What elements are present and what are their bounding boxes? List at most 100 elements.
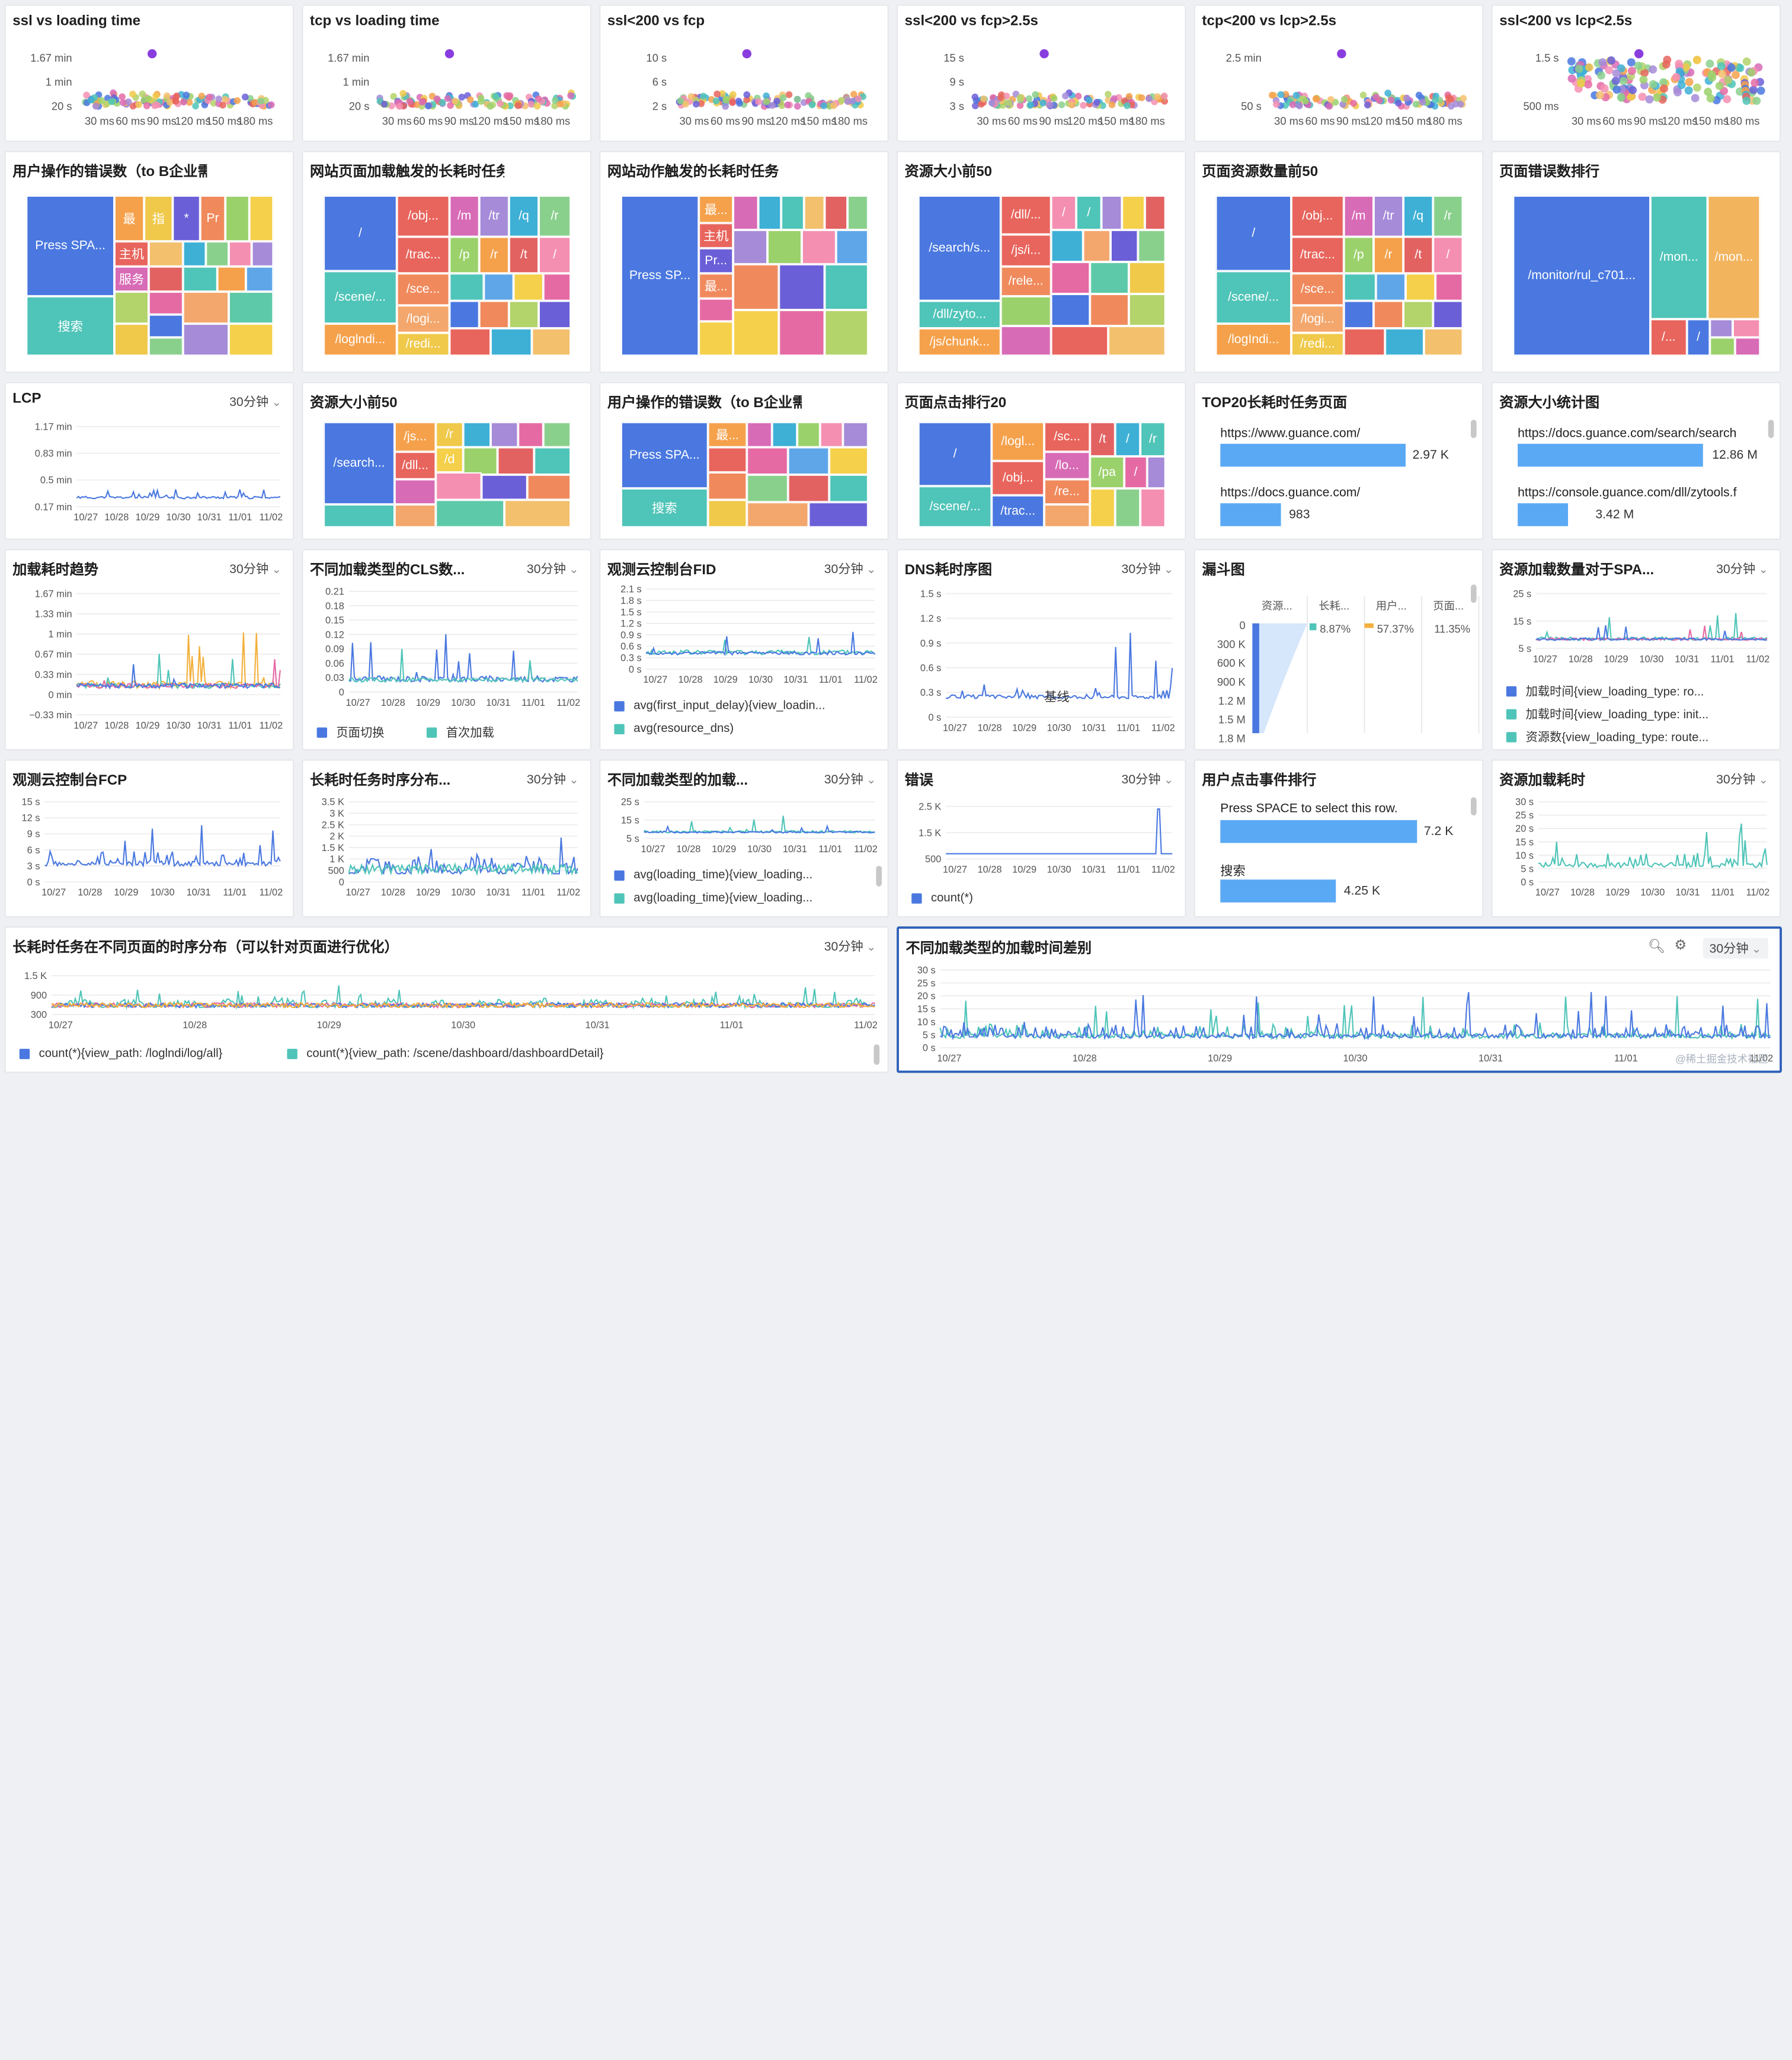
treemap-cell[interactable] bbox=[394, 479, 436, 505]
treemap[interactable]: / /scene/... /logl... /obj... /trac... /… bbox=[918, 422, 1166, 527]
treemap-card-6[interactable]: 页面错误数排行 /monitor/rul_c701... /mon... /mo… bbox=[1491, 151, 1781, 373]
treemap-cell[interactable]: /tr bbox=[1373, 196, 1404, 237]
treemap-cell[interactable]: / bbox=[1433, 236, 1463, 274]
treemap-cell[interactable] bbox=[1373, 300, 1404, 328]
treemap-cell[interactable]: 最... bbox=[699, 273, 734, 299]
treemap-cell[interactable]: / bbox=[539, 236, 571, 274]
treemap-cell[interactable]: /p bbox=[1343, 236, 1374, 274]
treemap-cell[interactable]: /redi... bbox=[1291, 332, 1344, 356]
treemap-cell[interactable] bbox=[497, 447, 535, 475]
treemap-cell[interactable] bbox=[801, 229, 836, 264]
treemap-cell[interactable] bbox=[733, 229, 768, 264]
treemap-cell[interactable] bbox=[225, 196, 249, 242]
legend-item[interactable]: 加载时间{view_loading_type: ro... bbox=[1506, 683, 1704, 700]
treemap[interactable]: / /scene/... /loglndi... /obj... /trac..… bbox=[324, 196, 571, 356]
treemap-cell[interactable] bbox=[1343, 328, 1385, 356]
treemap-cell[interactable]: /lo... bbox=[1044, 452, 1090, 479]
treemap-cell[interactable]: /r bbox=[1373, 236, 1404, 274]
treemap-cell[interactable] bbox=[1128, 294, 1166, 327]
funnel-card[interactable]: 漏斗图 0 300 K 600 K 900 K 1.2 M 1.5 M 1.8 M 资源...… bbox=[1193, 549, 1484, 751]
treemap-cell[interactable]: /obj... bbox=[1291, 196, 1344, 237]
long-task-card[interactable]: 长耗时任务时序分布... 30分钟 3.5 K3 K2.5 K2 K1.5 K1… bbox=[302, 759, 591, 917]
treemap-cell[interactable]: /t bbox=[1403, 236, 1433, 274]
treemap-cell[interactable]: 主机 bbox=[114, 241, 149, 267]
treemap-cell[interactable] bbox=[1433, 300, 1463, 328]
treemap-cell[interactable] bbox=[1111, 229, 1138, 262]
dns-card[interactable]: DNS耗时序图 30分钟 1.5 s 1.2 s 0.9 s 0.6 s 0.3 s 0 … bbox=[897, 549, 1186, 751]
treemap-cell[interactable]: /trac... bbox=[396, 236, 450, 274]
treemap-cell[interactable]: / bbox=[1687, 319, 1710, 356]
treemap-cell[interactable] bbox=[518, 422, 543, 447]
treemap-cell[interactable] bbox=[1732, 319, 1761, 338]
treemap-cell[interactable]: 服务 bbox=[114, 266, 149, 292]
treemap-cell[interactable] bbox=[1140, 488, 1166, 527]
treemap-cell[interactable]: /r bbox=[1140, 422, 1166, 457]
legend-item[interactable]: avg(loading_time){view_loading... bbox=[614, 891, 812, 905]
treemap-cell[interactable]: /logi... bbox=[1291, 305, 1344, 333]
treemap-cell[interactable] bbox=[708, 472, 747, 500]
treemap-cell[interactable] bbox=[1405, 273, 1436, 301]
zoom-icon[interactable]: 🔍︎ bbox=[1648, 938, 1666, 954]
bar[interactable] bbox=[1518, 503, 1568, 526]
treemap-cell[interactable]: /search/s... bbox=[918, 196, 1001, 301]
treemap-cell[interactable]: /logIndi... bbox=[1215, 324, 1291, 356]
long-dist-card[interactable]: 长耗时任务在不同页面的时序分布（可以针对页面进行优化） 30分钟 1.5 K 90… bbox=[4, 926, 889, 1073]
bar[interactable] bbox=[1518, 443, 1703, 467]
scrollbar[interactable] bbox=[1470, 584, 1477, 603]
treemap-cell[interactable] bbox=[539, 300, 571, 328]
treemap-cell[interactable] bbox=[804, 196, 825, 230]
treemap-cell[interactable]: Pr bbox=[200, 196, 226, 242]
treemap-cell[interactable] bbox=[490, 328, 532, 356]
treemap-cell[interactable]: /js/i... bbox=[1000, 234, 1051, 267]
treemap-card-1[interactable]: 用户操作的错误数（to B企业需要... Press SPA... 搜索 最 指… bbox=[4, 151, 295, 373]
treemap-cell[interactable] bbox=[820, 422, 843, 447]
treemap-cell[interactable] bbox=[1710, 319, 1733, 338]
treemap-cell[interactable]: /t bbox=[508, 236, 539, 274]
treemap-cell[interactable] bbox=[1423, 328, 1463, 356]
treemap-cell[interactable] bbox=[251, 241, 274, 267]
scrollbar[interactable] bbox=[1768, 420, 1774, 439]
scatter-card-3[interactable]: ssl<200 vs fcp 10 s 6 s 2 s 30 ms 60 ms 90 ms… bbox=[599, 4, 889, 142]
scrollbar[interactable] bbox=[1470, 797, 1477, 816]
treemap-cell[interactable] bbox=[733, 310, 779, 356]
treemap-cell[interactable] bbox=[1343, 273, 1376, 301]
legend-item[interactable]: avg(loading_time){view_loading... bbox=[614, 868, 812, 882]
treemap-cell[interactable] bbox=[513, 273, 543, 301]
treemap-cell[interactable] bbox=[758, 196, 782, 230]
treemap-cell[interactable] bbox=[148, 337, 183, 356]
scatter-card-4[interactable]: ssl<200 vs fcp>2.5s 15 s 9 s 3 s 30 ms 60 ms… bbox=[897, 4, 1186, 142]
treemap-cell[interactable] bbox=[779, 310, 825, 356]
treemap-cell[interactable] bbox=[1115, 488, 1141, 527]
treemap-cell[interactable]: /obj... bbox=[991, 460, 1045, 495]
treemap-cell[interactable]: * bbox=[172, 196, 200, 242]
treemap-cell[interactable] bbox=[1710, 337, 1735, 356]
treemap-cell[interactable]: /trac... bbox=[991, 495, 1045, 527]
treemap-card-2[interactable]: 网站页面加载触发的长耗时任务概... / /scene/... /loglndi… bbox=[302, 151, 591, 373]
treemap-cell[interactable]: 最 bbox=[114, 196, 145, 242]
treemap-cell[interactable] bbox=[479, 300, 509, 328]
treemap-cell[interactable] bbox=[829, 447, 868, 475]
treemap-cell[interactable] bbox=[229, 324, 274, 356]
treemap-cell[interactable] bbox=[1147, 456, 1166, 489]
res-top50-card[interactable]: 资源大小前50 /search... /js... /dll... /r /d bbox=[302, 382, 591, 540]
treemap-cell[interactable] bbox=[1051, 326, 1109, 356]
treemap-cell[interactable] bbox=[779, 264, 825, 311]
gear-icon[interactable]: ⚙ bbox=[1674, 936, 1687, 953]
treemap-cell[interactable] bbox=[747, 447, 788, 475]
treemap-cell[interactable] bbox=[245, 266, 274, 292]
treemap-card-4[interactable]: 资源大小前50 /search/s... /dll/zyto... /js/ch… bbox=[897, 151, 1186, 373]
treemap-cell[interactable] bbox=[788, 474, 830, 503]
treemap-cell[interactable] bbox=[463, 447, 498, 475]
click-rank-card[interactable]: 用户点击事件排行 Press SPACE to select this row.… bbox=[1193, 759, 1484, 917]
treemap-cell[interactable] bbox=[836, 229, 868, 264]
treemap-cell[interactable]: 搜索 bbox=[26, 296, 114, 356]
treemap-cell[interactable] bbox=[747, 502, 809, 527]
treemap-cell[interactable] bbox=[534, 447, 571, 475]
treemap-cell[interactable]: /loglndi... bbox=[324, 324, 397, 356]
treemap-cell[interactable]: /obj... bbox=[396, 196, 450, 237]
treemap-cell[interactable] bbox=[1044, 504, 1090, 527]
treemap-cell[interactable]: /p bbox=[449, 236, 479, 274]
treemap-cell[interactable] bbox=[508, 300, 539, 328]
treemap-cell[interactable] bbox=[504, 500, 571, 527]
treemap-cell[interactable]: /q bbox=[1403, 196, 1433, 237]
